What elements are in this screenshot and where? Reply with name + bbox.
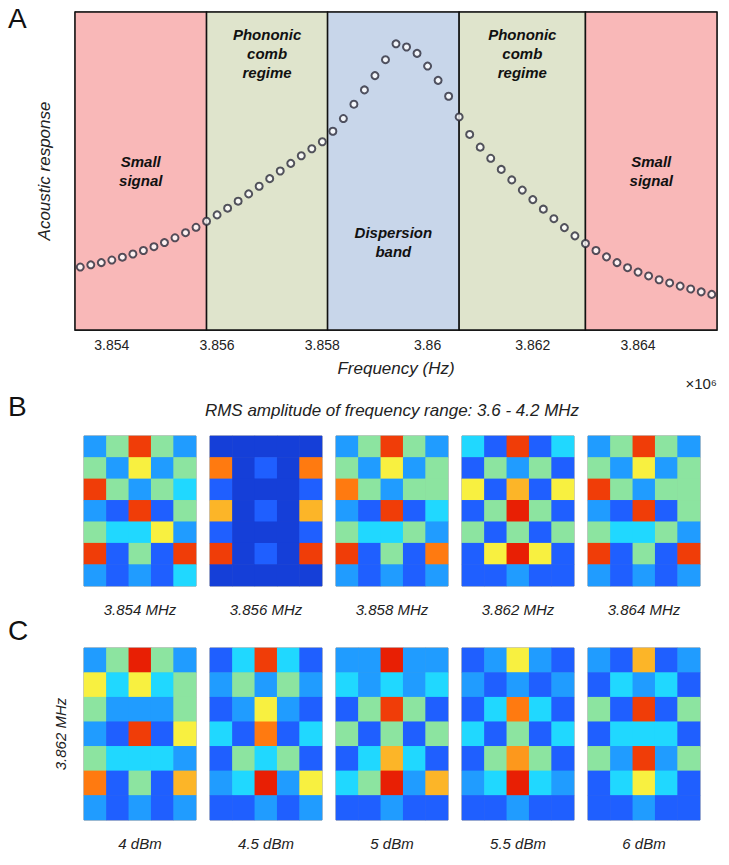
svg-text:3.858 MHz: 3.858 MHz [356, 601, 429, 618]
svg-text:4 dBm: 4 dBm [118, 835, 161, 852]
svg-text:C: C [8, 615, 28, 646]
svg-text:Small: Small [121, 153, 162, 170]
svg-text:regime: regime [242, 64, 291, 81]
svg-text:3.862: 3.862 [515, 337, 550, 353]
svg-text:band: band [375, 243, 412, 260]
svg-text:Phononic: Phononic [488, 26, 557, 43]
svg-text:comb: comb [247, 45, 287, 62]
svg-text:Frequency (Hz): Frequency (Hz) [337, 359, 454, 378]
svg-text:5.5 dBm: 5.5 dBm [490, 835, 546, 852]
svg-text:regime: regime [498, 64, 547, 81]
svg-text:4.5 dBm: 4.5 dBm [238, 835, 294, 852]
svg-text:6 dBm: 6 dBm [622, 835, 665, 852]
svg-text:3.86: 3.86 [414, 337, 441, 353]
svg-text:signal: signal [630, 172, 674, 189]
svg-text:3.864 MHz: 3.864 MHz [608, 601, 681, 618]
svg-text:3.862 MHz: 3.862 MHz [52, 697, 69, 770]
svg-text:RMS amplitude of frequency ran: RMS amplitude of frequency range: 3.6 - … [205, 401, 580, 420]
svg-text:B: B [8, 391, 27, 422]
svg-text:3.862 MHz: 3.862 MHz [482, 601, 555, 618]
svg-text:3.854 MHz: 3.854 MHz [104, 601, 177, 618]
svg-text:3.854: 3.854 [94, 337, 129, 353]
svg-text:3.864: 3.864 [621, 337, 656, 353]
svg-text:5 dBm: 5 dBm [370, 835, 413, 852]
svg-text:comb: comb [502, 45, 542, 62]
svg-text:×10⁶: ×10⁶ [685, 375, 717, 392]
svg-text:Acoustic response: Acoustic response [35, 102, 54, 242]
svg-text:A: A [8, 3, 27, 34]
svg-text:3.856: 3.856 [200, 337, 235, 353]
svg-text:Small: Small [631, 153, 672, 170]
svg-text:signal: signal [119, 172, 163, 189]
svg-text:Phononic: Phononic [233, 26, 302, 43]
svg-text:3.858: 3.858 [305, 337, 340, 353]
svg-text:3.856 MHz: 3.856 MHz [230, 601, 303, 618]
svg-text:Dispersion: Dispersion [355, 224, 433, 241]
